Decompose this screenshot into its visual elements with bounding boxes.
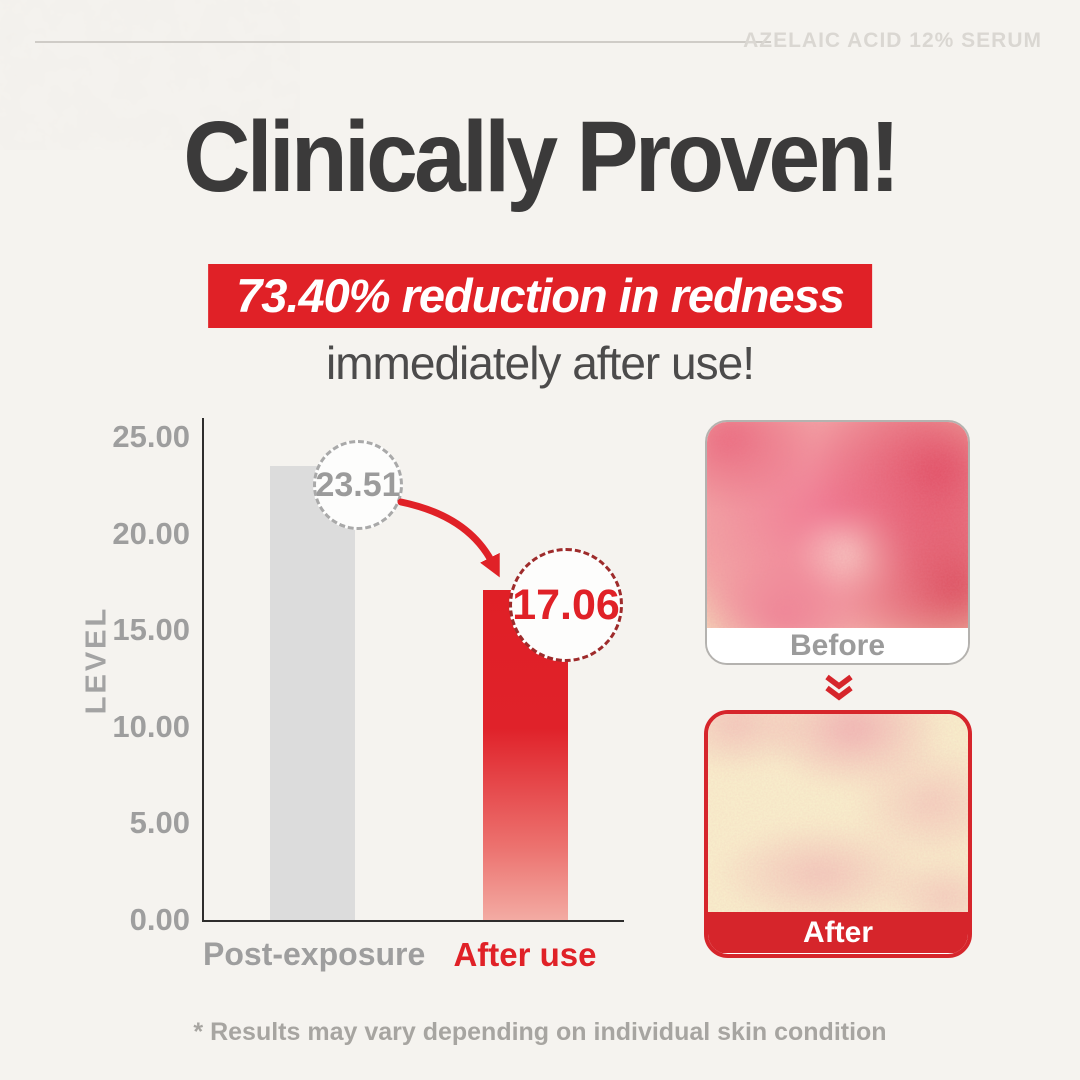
skin-grain-texture: [708, 714, 968, 912]
y-tick-label: 0.00: [129, 902, 190, 937]
after-card: After: [704, 710, 972, 958]
bar-post-exposure: [270, 466, 355, 920]
brand-divider-line: [35, 41, 771, 43]
after-skin-image: [708, 714, 968, 912]
value-label-post-exposure: 23.51: [315, 465, 401, 504]
curved-arrow-icon: [397, 498, 500, 578]
x-label-after-use: After use: [453, 936, 597, 973]
x-axis-line: [202, 920, 624, 922]
value-bubble-after-use: 17.06: [509, 548, 623, 662]
brand-text: AZELAIC ACID 12% SERUM: [743, 29, 1042, 52]
y-tick-label: 5.00: [129, 805, 190, 841]
skin-grain-texture: [707, 422, 968, 628]
y-tick-label: 10.00: [112, 708, 190, 744]
chevron-double-down-icon: [825, 674, 853, 701]
subheadline: immediately after use!: [326, 337, 755, 389]
highlight-banner: 73.40% reduction in redness: [208, 264, 872, 328]
footnote: * Results may vary depending on individu…: [193, 1018, 887, 1046]
x-label-post-exposure: Post-exposure: [203, 936, 426, 972]
y-tick-label: 15.00: [112, 612, 190, 648]
after-label: After: [708, 912, 968, 953]
y-tick-label: 20.00: [112, 515, 190, 551]
y-axis-line: [202, 418, 204, 922]
before-label: Before: [707, 628, 968, 663]
page-title: Clinically Proven!: [183, 101, 900, 213]
y-tick-label: 25.00: [112, 419, 190, 454]
y-axis-ticks: 25.00 20.00 15.00 10.00 5.00 0.00: [58, 420, 190, 940]
before-card: Before: [705, 420, 970, 665]
before-skin-image: [707, 422, 968, 628]
value-label-after-use: 17.06: [512, 580, 620, 629]
value-bubble-post-exposure: 23.51: [313, 440, 403, 530]
banner-text: 73.40% reduction in redness: [236, 269, 845, 322]
